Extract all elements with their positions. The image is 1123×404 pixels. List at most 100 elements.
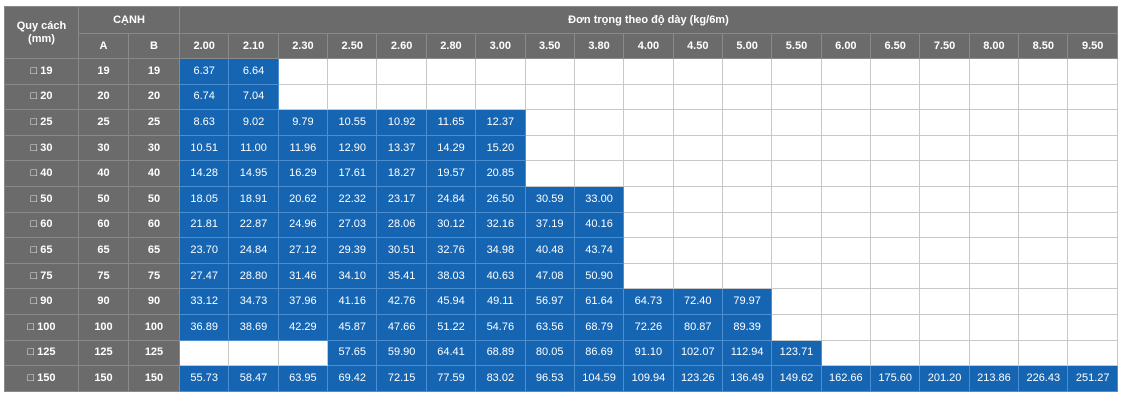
row-side-a: 30: [78, 134, 129, 162]
weight-cell: 45.87: [327, 313, 378, 341]
empty-cell: [919, 262, 970, 290]
weight-cell: 17.61: [327, 160, 378, 187]
empty-cell: [1018, 262, 1069, 290]
empty-cell: [820, 237, 872, 264]
weight-cell: 32.16: [475, 211, 526, 239]
empty-cell: [968, 160, 1020, 187]
weight-cell: 21.81: [178, 211, 230, 239]
weight-cell: 77.59: [425, 365, 477, 392]
weight-cell: 68.89: [475, 339, 526, 367]
row-spec-label: □ 20: [4, 83, 79, 111]
thickness-header: 2.50: [327, 33, 378, 59]
row-side-a: 20: [78, 83, 129, 111]
empty-cell: [672, 134, 723, 162]
empty-cell: [1018, 83, 1069, 111]
weight-cell: 47.66: [376, 313, 427, 341]
empty-cell: [968, 58, 1020, 85]
empty-cell: [623, 185, 674, 213]
empty-cell: [623, 262, 674, 290]
weight-cell: 40.16: [573, 211, 625, 239]
weight-cell: 51.22: [425, 313, 477, 341]
header-quy-cach-unit: (mm): [28, 32, 55, 45]
weight-cell: 18.05: [178, 185, 230, 213]
row-side-b: 125: [128, 339, 180, 367]
thickness-header: 8.00: [968, 33, 1020, 59]
empty-cell: [524, 160, 575, 187]
empty-cell: [820, 185, 872, 213]
weight-cell: 6.74: [178, 83, 230, 111]
empty-cell: [919, 237, 970, 264]
weight-cell: 162.66: [820, 365, 872, 392]
thickness-header: 3.00: [475, 33, 526, 59]
weight-cell: 41.16: [327, 288, 378, 315]
weight-cell: 34.10: [327, 262, 378, 290]
thickness-header: 7.50: [919, 33, 970, 59]
weight-cell: 15.20: [475, 134, 526, 162]
weight-cell: 80.05: [524, 339, 575, 367]
thickness-header: 4.50: [672, 33, 723, 59]
weight-cell: 89.39: [721, 313, 773, 341]
empty-cell: [919, 211, 970, 239]
weight-cell: 33.12: [178, 288, 230, 315]
empty-cell: [968, 109, 1020, 136]
empty-cell: [1067, 288, 1118, 315]
weight-cell: 27.03: [327, 211, 378, 239]
empty-cell: [672, 211, 723, 239]
empty-cell: [771, 185, 822, 213]
weight-cell: 112.94: [721, 339, 773, 367]
weight-cell: 251.27: [1067, 365, 1118, 392]
empty-cell: [721, 58, 773, 85]
weight-cell: 72.15: [376, 365, 427, 392]
empty-cell: [968, 339, 1020, 367]
empty-cell: [771, 262, 822, 290]
weight-cell: 35.41: [376, 262, 427, 290]
empty-cell: [870, 211, 921, 239]
row-spec-label: □ 40: [4, 160, 79, 187]
thickness-header: 9.50: [1067, 33, 1118, 59]
empty-cell: [228, 339, 279, 367]
thickness-header: 5.50: [771, 33, 822, 59]
row-spec-label: □ 65: [4, 237, 79, 264]
row-spec-label: □ 25: [4, 109, 79, 136]
thickness-header: 2.10: [228, 33, 279, 59]
row-side-a: 19: [78, 58, 129, 85]
row-spec-label: □ 75: [4, 262, 79, 290]
thickness-header: 3.50: [524, 33, 575, 59]
header-quy-cach-label: Quy cách: [16, 19, 67, 32]
empty-cell: [672, 109, 723, 136]
empty-cell: [1067, 109, 1118, 136]
empty-cell: [870, 109, 921, 136]
empty-cell: [771, 58, 822, 85]
empty-cell: [820, 83, 872, 111]
weight-cell: 11.00: [228, 134, 279, 162]
empty-cell: [968, 211, 1020, 239]
empty-cell: [919, 109, 970, 136]
empty-cell: [820, 262, 872, 290]
thickness-header: 5.00: [721, 33, 773, 59]
table-row: □ 75 75 75 27.47 28.80 31.46 34.10 35.41 38.03 40…: [4, 262, 1118, 290]
weight-cell: 59.90: [376, 339, 427, 367]
weight-cell: 33.00: [573, 185, 625, 213]
weight-cell: 30.12: [425, 211, 477, 239]
empty-cell: [771, 313, 822, 341]
thickness-header: 2.80: [425, 33, 477, 59]
empty-cell: [968, 185, 1020, 213]
empty-cell: [672, 83, 723, 111]
weight-cell: 18.27: [376, 160, 427, 187]
weight-cell: 38.03: [425, 262, 477, 290]
header-quy-cach: Quy cách (mm): [4, 6, 79, 59]
weight-cell: 201.20: [919, 365, 970, 392]
empty-cell: [968, 288, 1020, 315]
row-spec-label: □ 30: [4, 134, 79, 162]
empty-cell: [573, 109, 625, 136]
empty-cell: [1018, 313, 1069, 341]
empty-cell: [870, 339, 921, 367]
weight-cell: 16.29: [277, 160, 329, 187]
empty-cell: [376, 58, 427, 85]
empty-cell: [919, 160, 970, 187]
empty-cell: [376, 83, 427, 111]
weight-cell: 123.71: [771, 339, 822, 367]
weight-cell: 136.49: [721, 365, 773, 392]
row-side-a: 60: [78, 211, 129, 239]
weight-cell: 27.47: [178, 262, 230, 290]
